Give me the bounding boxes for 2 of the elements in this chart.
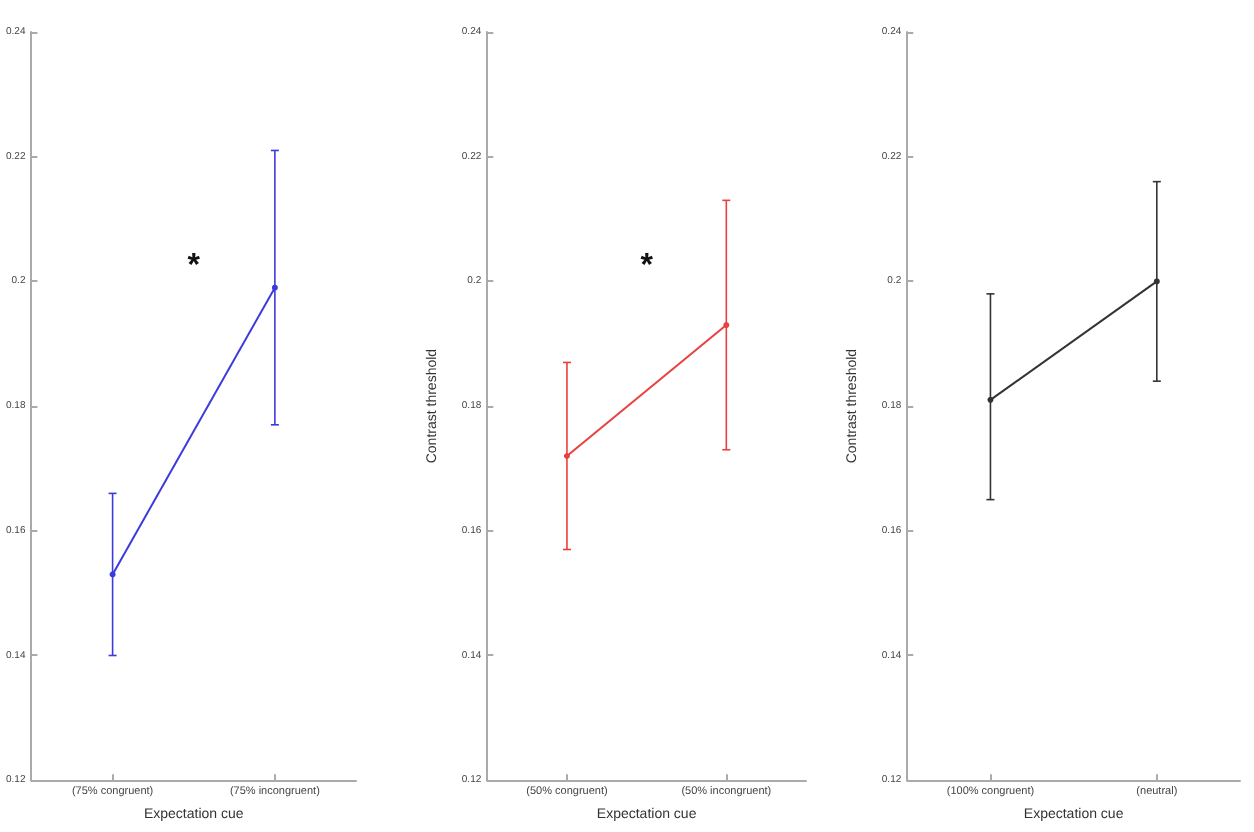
annotation: * [640,249,655,283]
annotation: * [187,249,202,283]
